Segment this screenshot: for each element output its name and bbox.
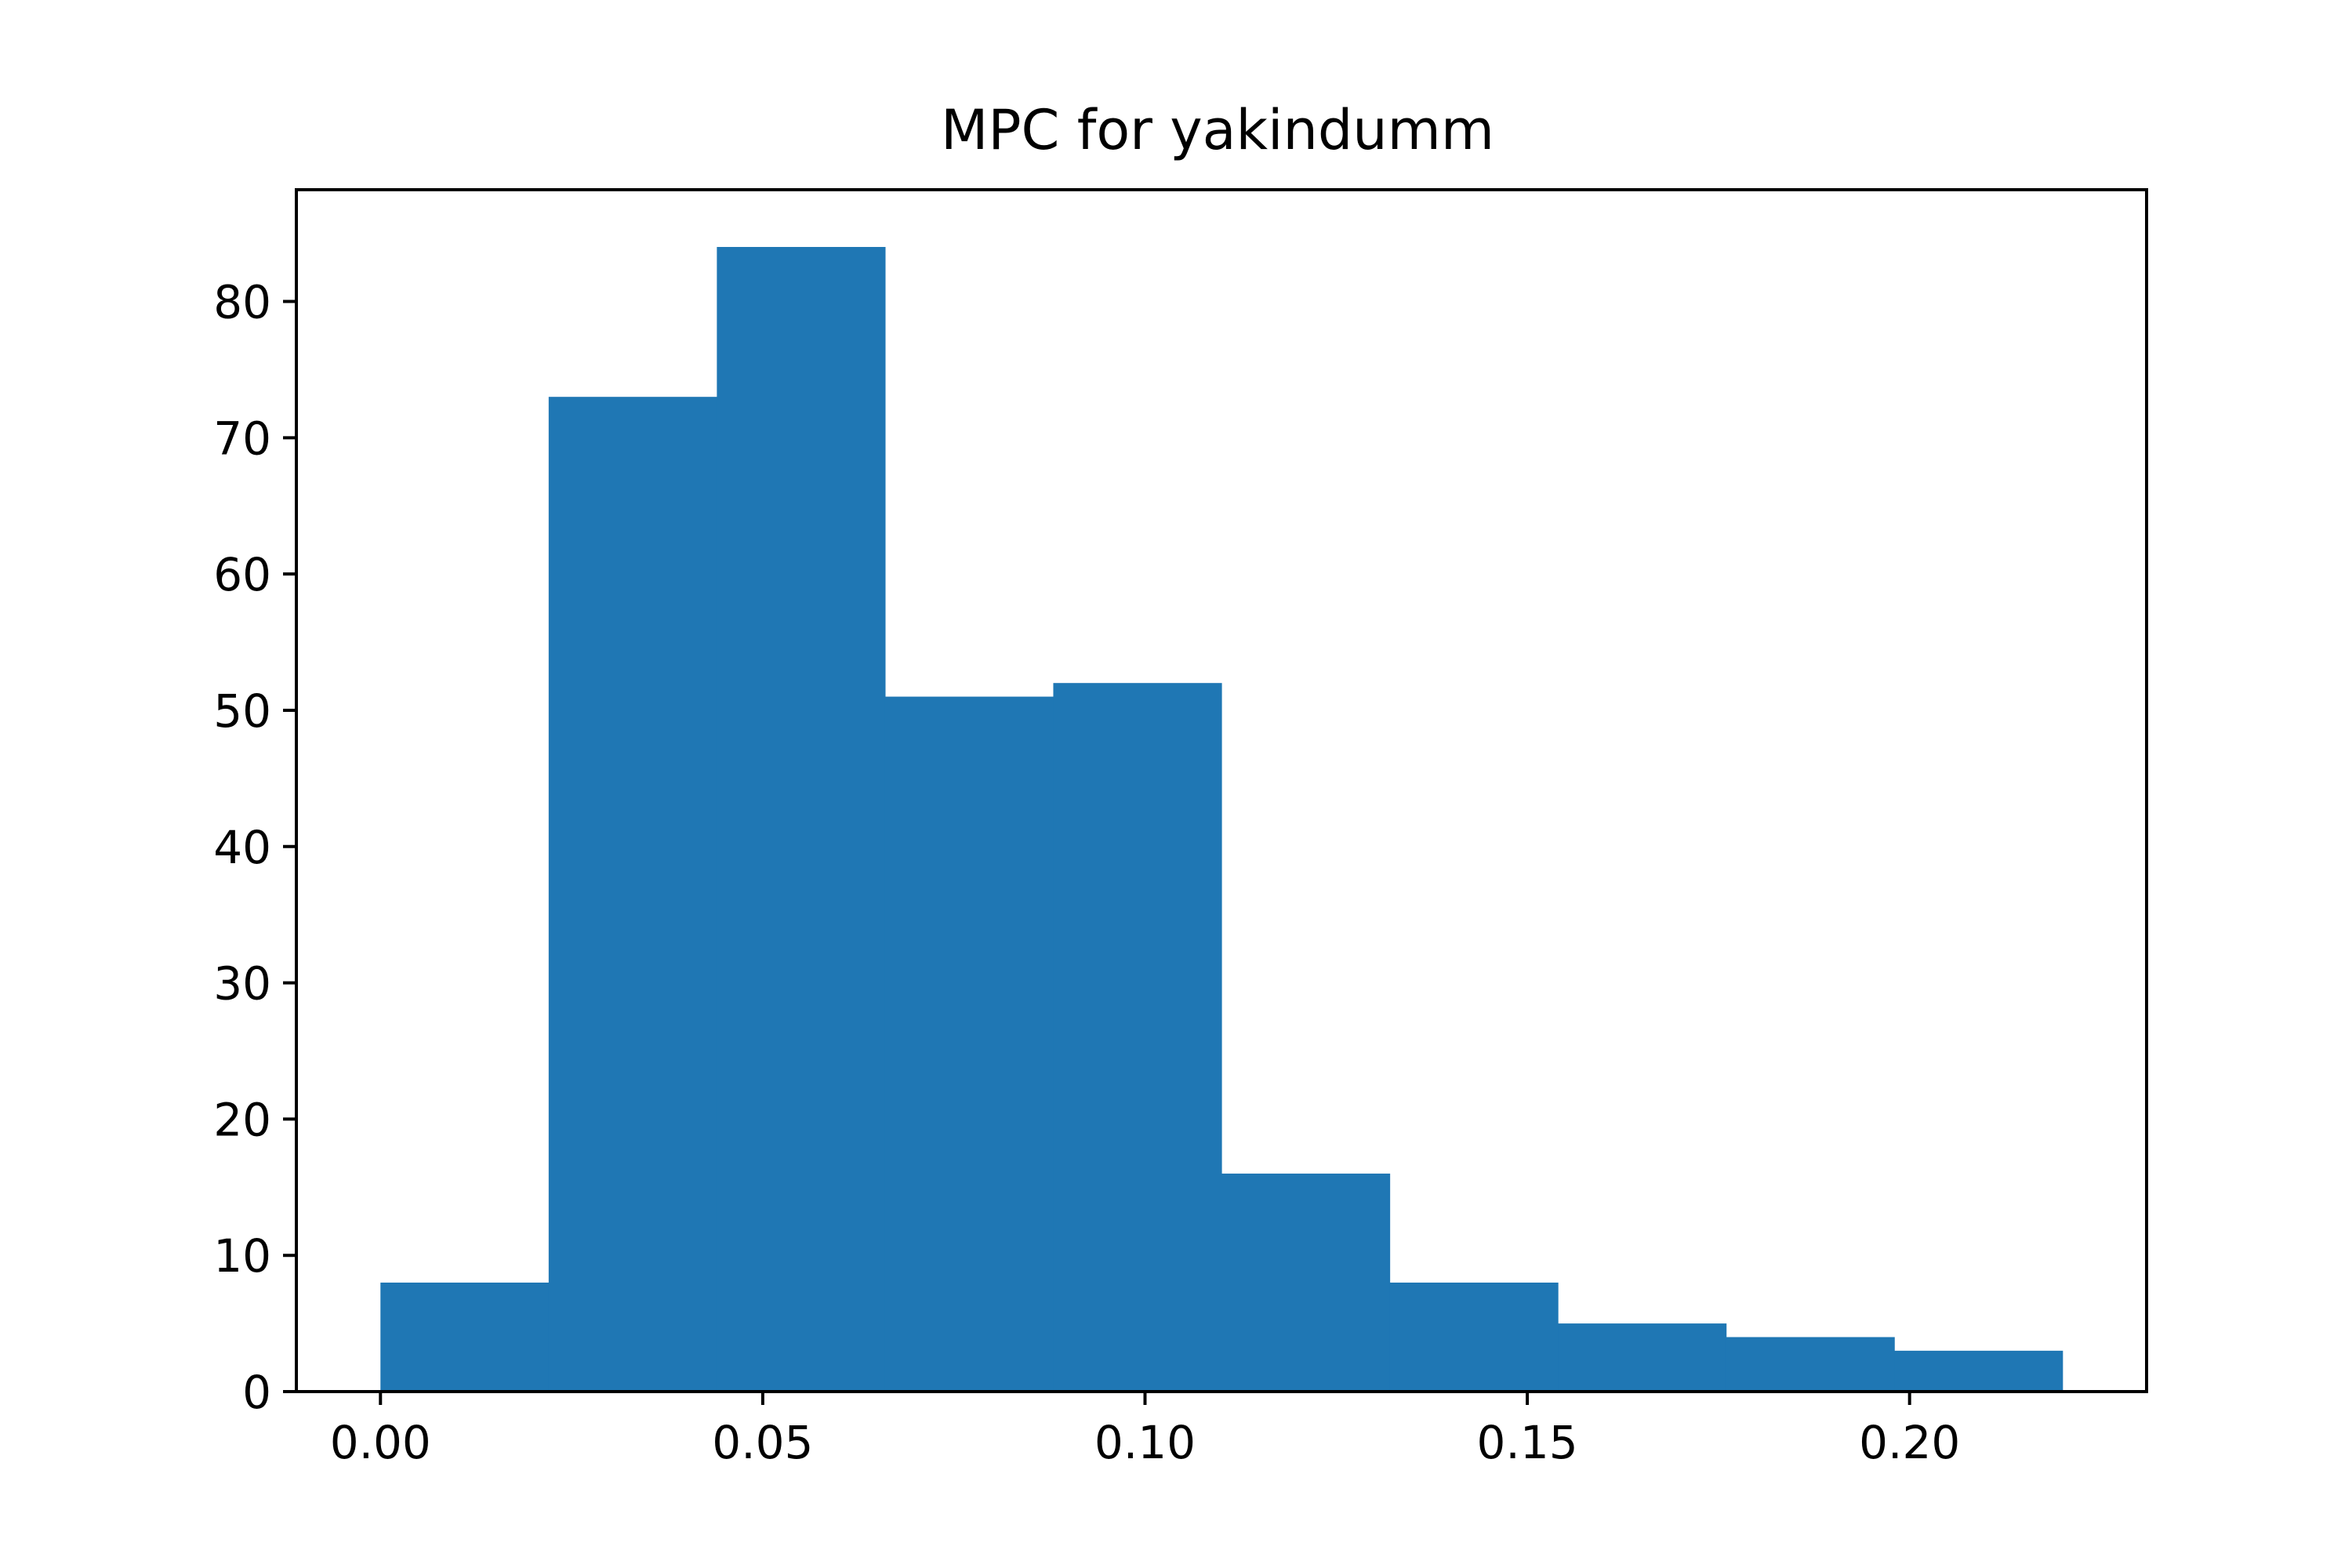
x-tick-label: 0.20 [1859, 1416, 1960, 1469]
histogram-bar [1726, 1337, 1895, 1392]
histogram-bar [380, 1282, 550, 1392]
y-tick-label: 80 [213, 276, 271, 329]
histogram-bar [1894, 1350, 2063, 1392]
y-tick-label: 30 [213, 957, 271, 1011]
histogram-bar [1389, 1282, 1559, 1392]
histogram-bar [717, 247, 886, 1392]
histogram-bar [1558, 1323, 1727, 1392]
y-tick-label: 60 [213, 548, 271, 601]
x-tick-label: 0.10 [1094, 1416, 1196, 1469]
y-axis: 0 10 20 30 40 50 60 70 80 [213, 276, 296, 1419]
x-tick-label: 0.15 [1477, 1416, 1578, 1469]
y-tick-label: 20 [213, 1093, 271, 1146]
histogram-bar [1053, 683, 1222, 1392]
plot-frame [295, 188, 2148, 1393]
y-tick-label: 40 [213, 821, 271, 874]
y-tick-label: 50 [213, 684, 271, 738]
chart-title: MPC for yakindumm [941, 98, 1494, 162]
y-tick-label: 70 [213, 412, 271, 465]
bars-group [380, 247, 2063, 1392]
x-axis: 0.00 0.05 0.10 0.15 0.20 [330, 1392, 1960, 1469]
y-tick-label: 0 [242, 1366, 271, 1419]
histogram-bar [548, 397, 717, 1392]
histogram-bar [1221, 1173, 1391, 1392]
x-tick-label: 0.00 [330, 1416, 431, 1469]
x-tick-label: 0.05 [712, 1416, 813, 1469]
histogram-bar [884, 696, 1054, 1392]
y-tick-label: 10 [213, 1229, 271, 1283]
